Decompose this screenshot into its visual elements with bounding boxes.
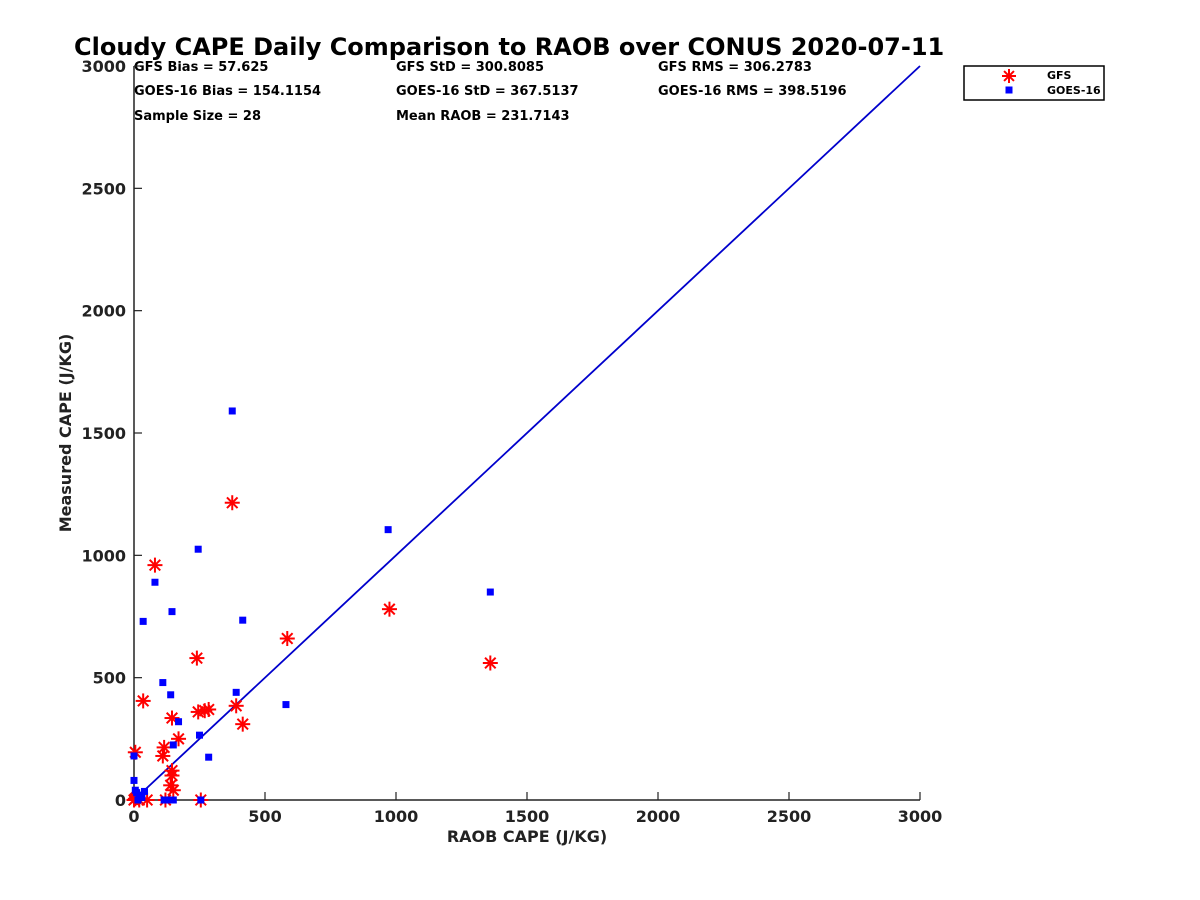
stat-gfs-bias: GFS Bias = 57.625 — [134, 60, 268, 75]
goes-16-point — [168, 608, 176, 616]
data-marks — [126, 407, 498, 808]
legend-goes-marker — [1005, 86, 1013, 94]
stat-gfs-rms: GFS RMS = 306.2783 — [658, 60, 812, 75]
one-to-one-line — [133, 65, 921, 801]
stat-gfs-std: GFS StD = 300.8085 — [396, 60, 544, 75]
reference-line-group — [133, 65, 921, 801]
stat-mean-raob: Mean RAOB = 231.7143 — [396, 109, 570, 124]
legend: GFS GOES-16 — [963, 65, 1105, 101]
stats-annotations: GFS Bias = 57.625 GOES-16 Bias = 154.115… — [134, 60, 847, 124]
gfs-point — [135, 693, 151, 709]
gfs-point — [381, 601, 397, 617]
gfs-point — [147, 557, 163, 573]
goes-16-point — [139, 617, 147, 625]
y-tick-label: 2500 — [81, 179, 126, 198]
goes-16-point — [164, 796, 172, 804]
x-axis-label: RAOB CAPE (J/KG) — [447, 827, 607, 846]
gfs-point — [165, 782, 181, 798]
y-tick-label: 3000 — [81, 57, 126, 76]
legend-gfs-marker — [1002, 69, 1016, 83]
y-tick-label: 1500 — [81, 424, 126, 443]
chart-title: Cloudy CAPE Daily Comparison to RAOB ove… — [74, 33, 944, 61]
goes-16-point — [138, 794, 146, 802]
gfs-point — [235, 716, 251, 732]
gfs-point — [201, 701, 217, 717]
stat-goes-rms: GOES-16 RMS = 398.5196 — [658, 84, 847, 99]
y-tick-label: 1000 — [81, 546, 126, 565]
goes-16-point — [169, 796, 177, 804]
goes-16-point — [151, 578, 159, 586]
axes: 0 500 1000 1500 2000 2500 3000 0 500 1000 1500 2000… — [81, 57, 942, 826]
legend-goes-label: GOES-16 — [1047, 84, 1101, 97]
legend-gfs-symbol — [1002, 69, 1016, 83]
y-axis-label: Measured CAPE (J/KG) — [56, 334, 75, 533]
goes-16-point — [175, 718, 183, 726]
gfs-point — [156, 739, 172, 755]
legend-box — [963, 65, 1105, 101]
x-tick-label: 500 — [248, 807, 281, 826]
gfs-point — [189, 650, 205, 666]
goes-16-point — [194, 545, 202, 553]
goes-16-point — [130, 752, 138, 760]
stat-goes-bias: GOES-16 Bias = 154.1154 — [134, 84, 321, 99]
goes-16-point — [159, 679, 167, 687]
x-tick-label: 3000 — [898, 807, 943, 826]
x-tick-label: 2000 — [636, 807, 681, 826]
goes-16-point — [384, 526, 392, 534]
gfs-point — [279, 631, 295, 647]
series-goes-16 — [130, 407, 494, 804]
goes-16-point — [140, 787, 148, 795]
goes-16-point — [232, 688, 240, 696]
gfs-point — [228, 698, 244, 714]
x-tick-label: 2500 — [767, 807, 812, 826]
goes-16-point — [130, 776, 138, 784]
stat-goes-std: GOES-16 StD = 367.5137 — [396, 84, 579, 99]
goes-16-point — [205, 753, 213, 761]
goes-16-point — [197, 796, 205, 804]
y-tick-label: 500 — [93, 669, 126, 688]
series-gfs — [126, 495, 498, 808]
goes-16-point — [486, 588, 494, 596]
goes-16-point — [134, 796, 142, 804]
gfs-point — [482, 655, 498, 671]
goes-16-point — [160, 796, 168, 804]
goes-16-point — [239, 616, 247, 624]
legend-gfs-label: GFS — [1047, 69, 1072, 82]
goes-16-point — [167, 691, 175, 699]
gfs-point — [164, 763, 180, 779]
goes-16-point — [282, 701, 290, 709]
x-tick-label: 1000 — [374, 807, 419, 826]
y-tick-label: 2000 — [81, 302, 126, 321]
goes-16-point — [228, 407, 236, 415]
legend-goes-symbol — [1005, 86, 1013, 94]
y-tick-label: 0 — [115, 791, 126, 810]
goes-16-point — [169, 741, 177, 749]
x-tick-label: 0 — [128, 807, 139, 826]
gfs-point — [224, 495, 240, 511]
x-tick-label: 1500 — [505, 807, 550, 826]
stat-sample-size: Sample Size = 28 — [134, 109, 261, 124]
goes-16-point — [196, 731, 203, 739]
